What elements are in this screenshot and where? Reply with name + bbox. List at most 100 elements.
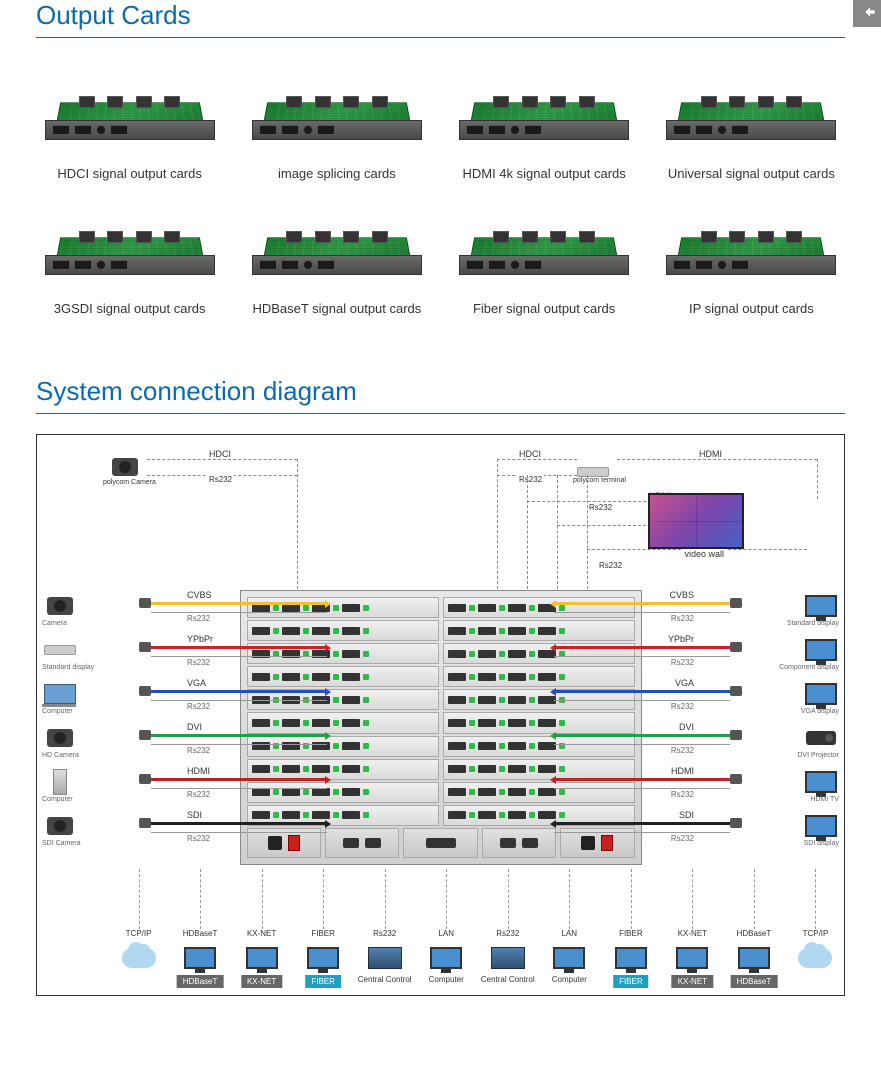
system-connection-diagram: polycom Camera HDCI Rs232 polycom termin… [36,434,845,996]
signal-line [554,646,730,649]
bottom-tag: HDBaseT [177,975,224,988]
right-io-row: Component display YPbPr Rs232 [584,634,784,678]
bottom-device-icon [306,945,340,971]
connector-icon [139,598,151,608]
arrow-icon [325,732,331,740]
rs232-line [151,656,327,657]
rs232-line [554,700,730,701]
bottom-connection-label: FIBER [311,929,335,938]
arrow-icon [325,820,331,828]
rs232-line [554,612,730,613]
rs232-label: Rs232 [187,702,210,711]
bottom-connection-line [754,869,755,929]
device-label: SDI Camera [42,840,81,847]
connector-icon [730,642,742,652]
signal-line [151,690,327,693]
signal-line [554,602,730,605]
bottom-tag: KX-NET [672,975,713,988]
bottom-tag: HDBaseT [731,975,778,988]
rs232-label: Rs232 [671,746,694,755]
rs232-label: Rs232 [187,834,210,843]
bottom-sublabel: Central Control [481,975,535,984]
device-label: Standard display [787,620,839,627]
video-wall-label: video wall [682,549,726,559]
device-icon [42,592,78,620]
device-icon [42,636,78,664]
signal-label: YPbPr [668,634,694,644]
rs232-label-left: Rs232 [207,475,234,484]
connector-icon [139,642,151,652]
bottom-device-icon [675,945,709,971]
bottom-device-icon [122,945,156,971]
left-io-row: SDI Camera SDI Rs232 [97,810,297,854]
signal-line [151,778,327,781]
device-icon [803,724,839,752]
bottom-connection-label: HDBaseT [183,929,218,938]
signal-label: DVI [679,722,694,732]
bottom-sublabel: Central Control [358,975,412,984]
signal-line [554,734,730,737]
signal-label: CVBS [187,590,212,600]
card-label: image splicing cards [243,166,430,181]
matrix-card-row [247,759,635,780]
rs232-line [151,612,327,613]
output-card-item: Universal signal output cards [658,76,845,181]
arrow-icon [325,688,331,696]
right-io-row: DVI Projector DVI Rs232 [584,722,784,766]
bottom-device-icon [429,945,463,971]
rs232-line [554,744,730,745]
connector-icon [730,730,742,740]
bottom-device-icon [737,945,771,971]
arrow-icon [550,732,556,740]
bottom-connection-line [262,869,263,929]
bottom-tag: KX-NET [241,975,282,988]
signal-label: VGA [187,678,206,688]
signal-line [554,778,730,781]
signal-label: SDI [187,810,202,820]
connector-icon [139,818,151,828]
card-label: 3GSDI signal output cards [36,301,223,316]
rs232-line [554,788,730,789]
matrix-card-row [247,782,635,803]
card-label: Universal signal output cards [658,166,845,181]
rs232-line [151,788,327,789]
output-card-item: 3GSDI signal output cards [36,211,223,316]
hdci-line-left [147,459,297,460]
arrow-icon [325,644,331,652]
bottom-device-icon [798,945,832,971]
device-label: Standard display [42,664,94,671]
rs232-label: Rs232 [671,834,694,843]
device-icon [803,768,839,796]
card-board-image [252,76,422,146]
video-wall-icon [648,493,744,549]
left-io-row: Camera CVBS Rs232 [97,590,297,634]
right-io-row: Standard display CVBS Rs232 [584,590,784,634]
bottom-connection-label: TCP/IP [803,929,829,938]
arrow-icon [325,776,331,784]
connector-icon [730,598,742,608]
back-button[interactable]: 退出 [853,0,881,27]
connector-icon [139,730,151,740]
device-label: VGA display [801,708,839,715]
card-board-image [666,211,836,281]
signal-line [151,646,327,649]
device-label: Computer [42,796,73,803]
diagram-bottom-section: TCP/IPHDBaseTHDBaseTKX-NETKX-NETFIBERFIB… [77,869,804,989]
output-card-item: HDBaseT signal output cards [243,211,430,316]
device-icon [42,724,78,752]
device-icon [803,592,839,620]
output-cards-title: Output Cards [36,0,845,38]
bottom-connection-label: Rs232 [373,929,396,938]
bottom-connection-label: TCP/IP [126,929,152,938]
output-cards-grid: HDCI signal output cards image splicing … [36,76,845,316]
card-board-image [45,211,215,281]
back-arrow-icon [863,5,877,22]
card-board-image [459,76,629,146]
bottom-device-icon [614,945,648,971]
card-label: IP signal output cards [658,301,845,316]
signal-label: HDMI [671,766,694,776]
matrix-card-row [247,620,635,641]
device-label: SDI display [804,840,839,847]
device-label: Camera [42,620,67,627]
left-io-row: Computer VGA Rs232 [97,678,297,722]
